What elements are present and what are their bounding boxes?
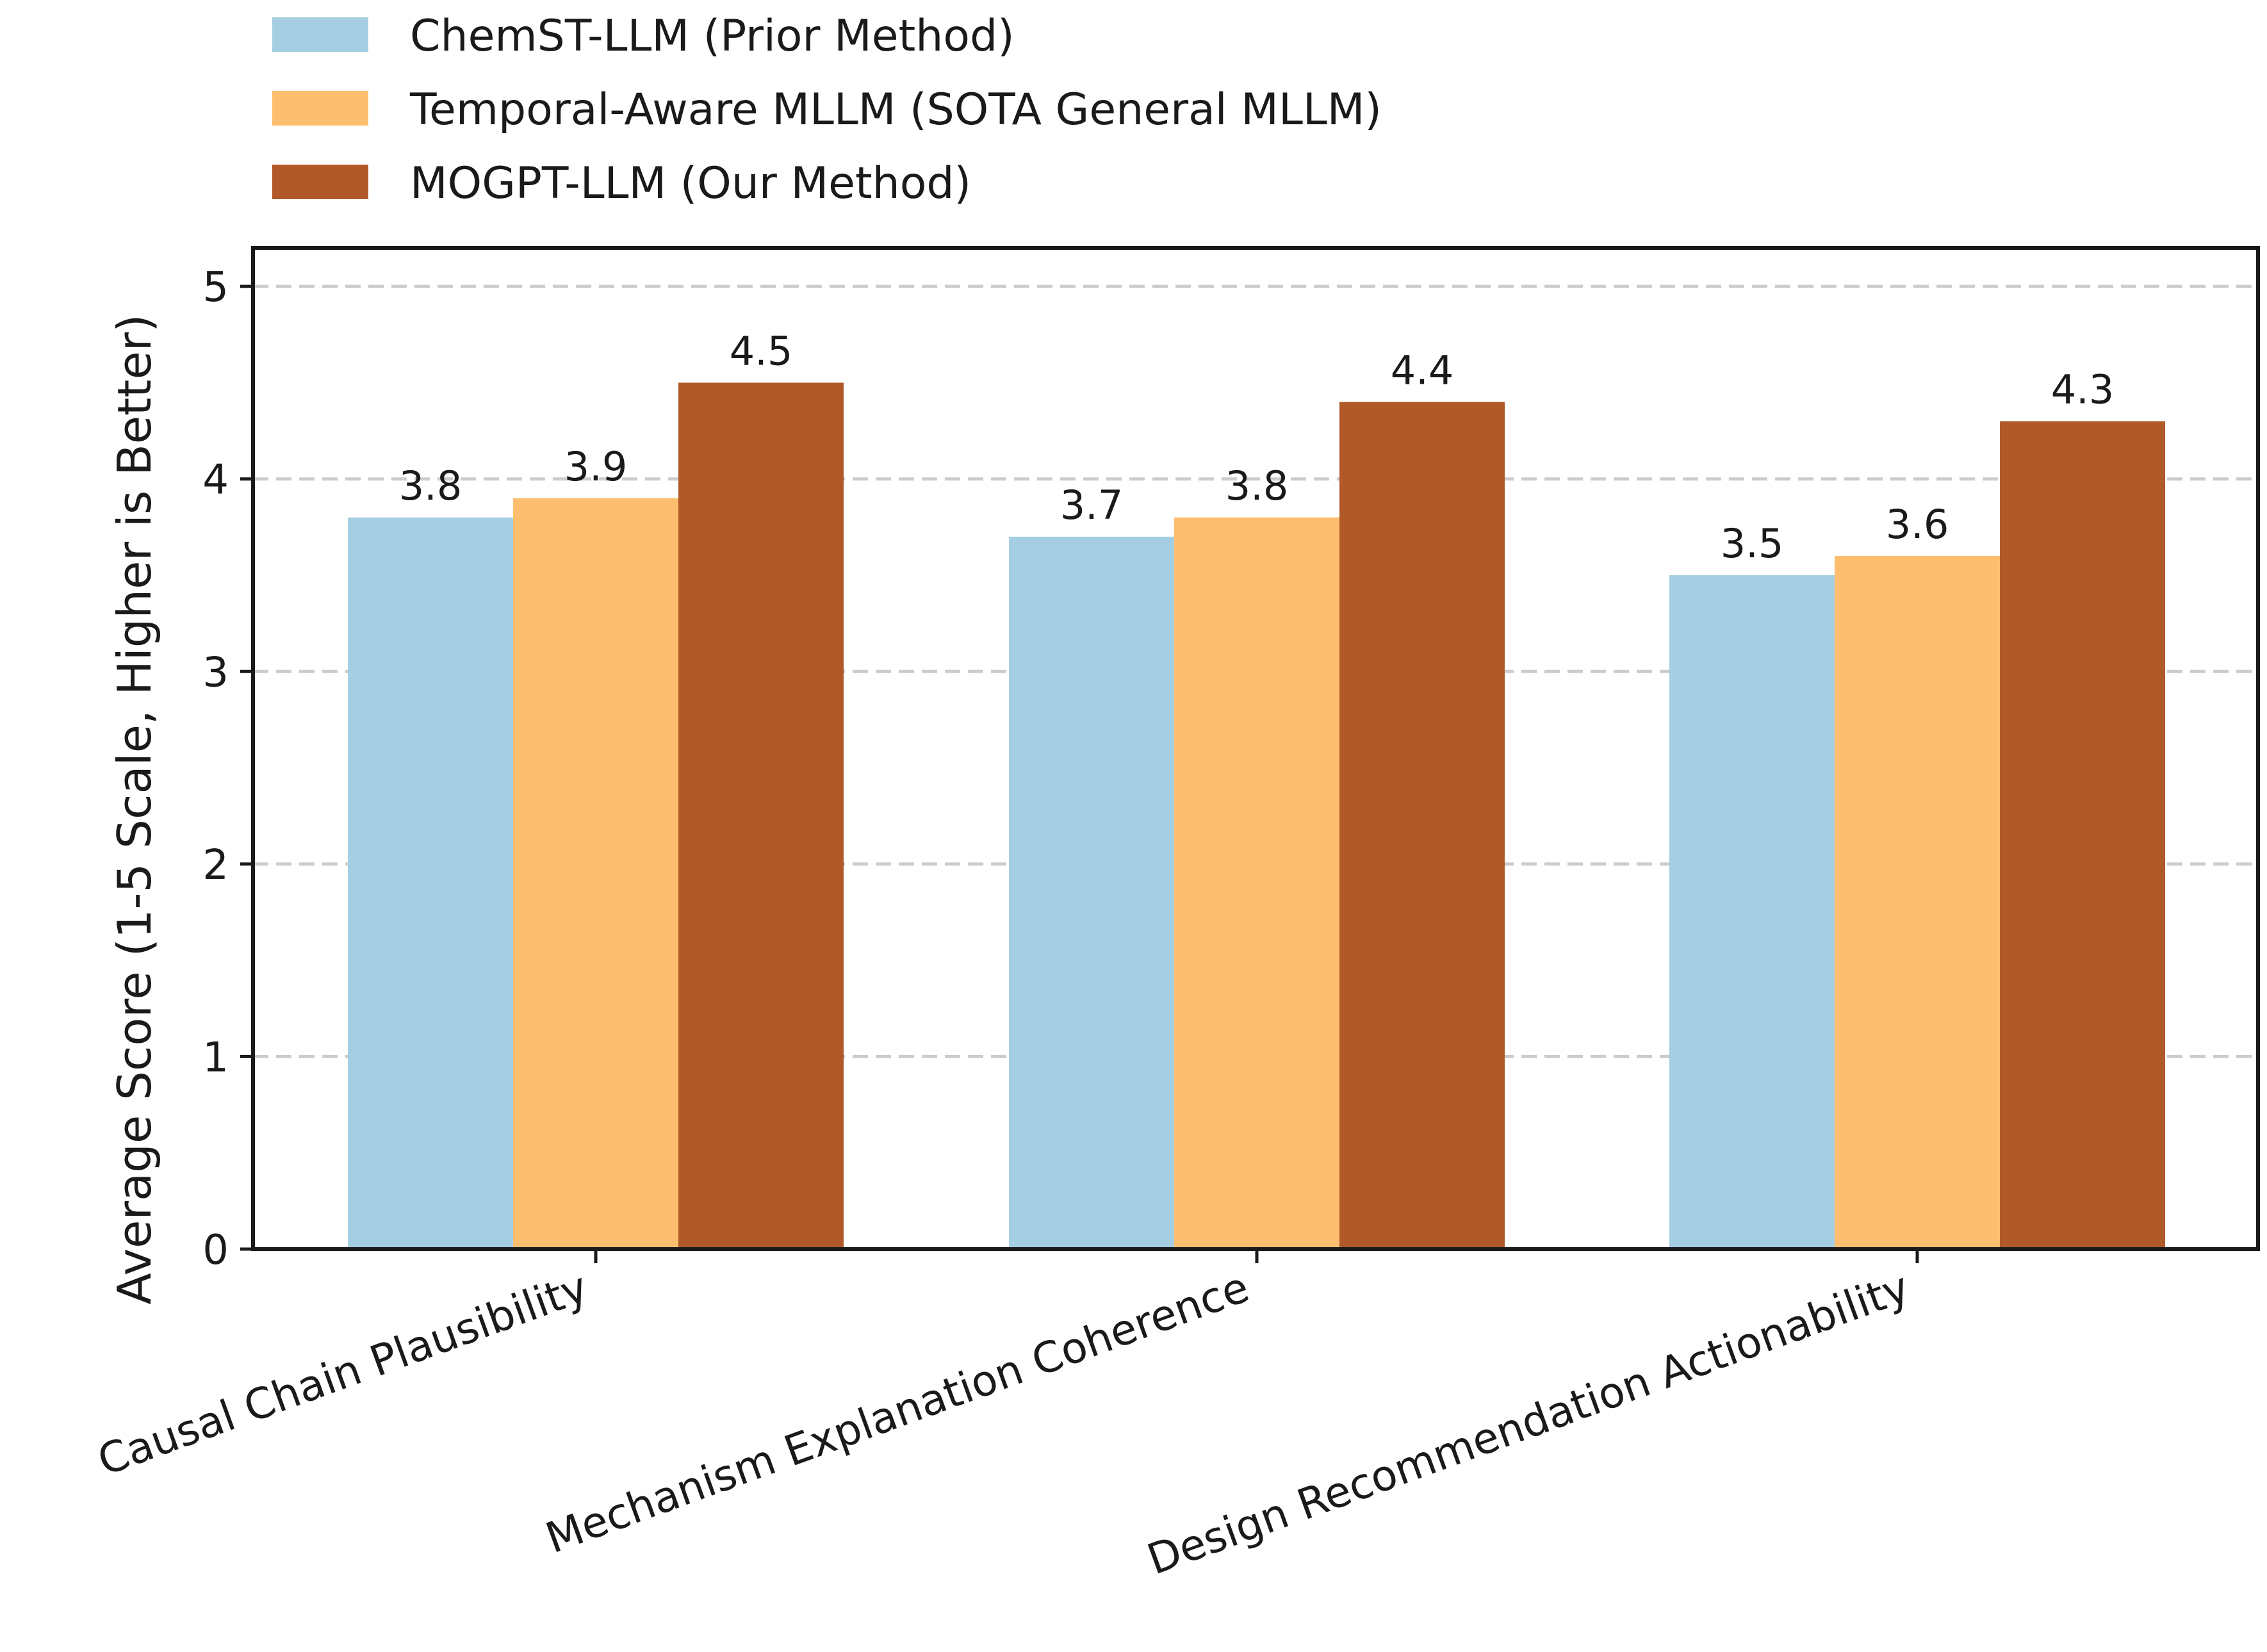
y-tick-label: 3: [202, 649, 229, 696]
legend-label: MOGPT-LLM (Our Method): [410, 158, 971, 209]
y-axis-title: Average Score (1-5 Scale, Higher is Bett…: [108, 315, 161, 1305]
bar-value-labels: 3.8 3.9 4.5 3.7 3.8 4.4 3.5 3.6 4.3: [399, 327, 2115, 567]
bar-series-1-cat-1: [1174, 517, 1339, 1250]
y-tick-label: 2: [202, 842, 229, 889]
legend-swatch: [272, 91, 368, 126]
bar-series-2-cat-0: [678, 382, 844, 1250]
legend-label: Temporal-Aware MLLM (SOTA General MLLM): [409, 85, 1382, 135]
bar-series-2-cat-2: [2000, 421, 2165, 1249]
bar-series-0-cat-1: [1009, 536, 1174, 1249]
bar-value-label: 3.7: [1060, 482, 1124, 528]
bar-value-label: 3.9: [564, 443, 628, 490]
bar-value-label: 4.5: [730, 327, 793, 374]
legend-swatch: [272, 165, 368, 199]
y-tick-label: 4: [202, 457, 229, 504]
bar-value-label: 4.4: [1391, 347, 1454, 393]
bar-value-label: 4.3: [2051, 366, 2115, 413]
x-category-label: Mechanism Explanation Coherence: [539, 1263, 1255, 1563]
y-tick-label: 1: [202, 1034, 229, 1081]
x-category-label: Causal Chain Plausibility: [92, 1263, 594, 1485]
bar-value-label: 3.5: [1721, 520, 1784, 567]
bar-value-label: 3.8: [399, 462, 462, 509]
bar-series-1-cat-0: [513, 498, 678, 1249]
bar-series-0-cat-2: [1669, 575, 1835, 1250]
bar-value-label: 3.6: [1886, 501, 1949, 548]
bar-series-1-cat-2: [1835, 555, 2000, 1249]
legend-swatch: [272, 17, 368, 52]
bars: [348, 382, 2165, 1250]
legend: ChemST-LLM (Prior Method) Temporal-Aware …: [272, 11, 1382, 209]
bar-series-0-cat-0: [348, 517, 513, 1250]
y-axis-ticks: 0 1 2 3 4 5: [202, 264, 253, 1274]
y-tick-label: 5: [202, 264, 229, 311]
y-tick-label: 0: [202, 1227, 229, 1274]
bar-value-label: 3.8: [1225, 462, 1289, 509]
legend-label: ChemST-LLM (Prior Method): [410, 11, 1015, 61]
x-category-label: Design Recommendation Actionability: [1141, 1263, 1915, 1585]
bar-series-2-cat-1: [1339, 402, 1505, 1249]
